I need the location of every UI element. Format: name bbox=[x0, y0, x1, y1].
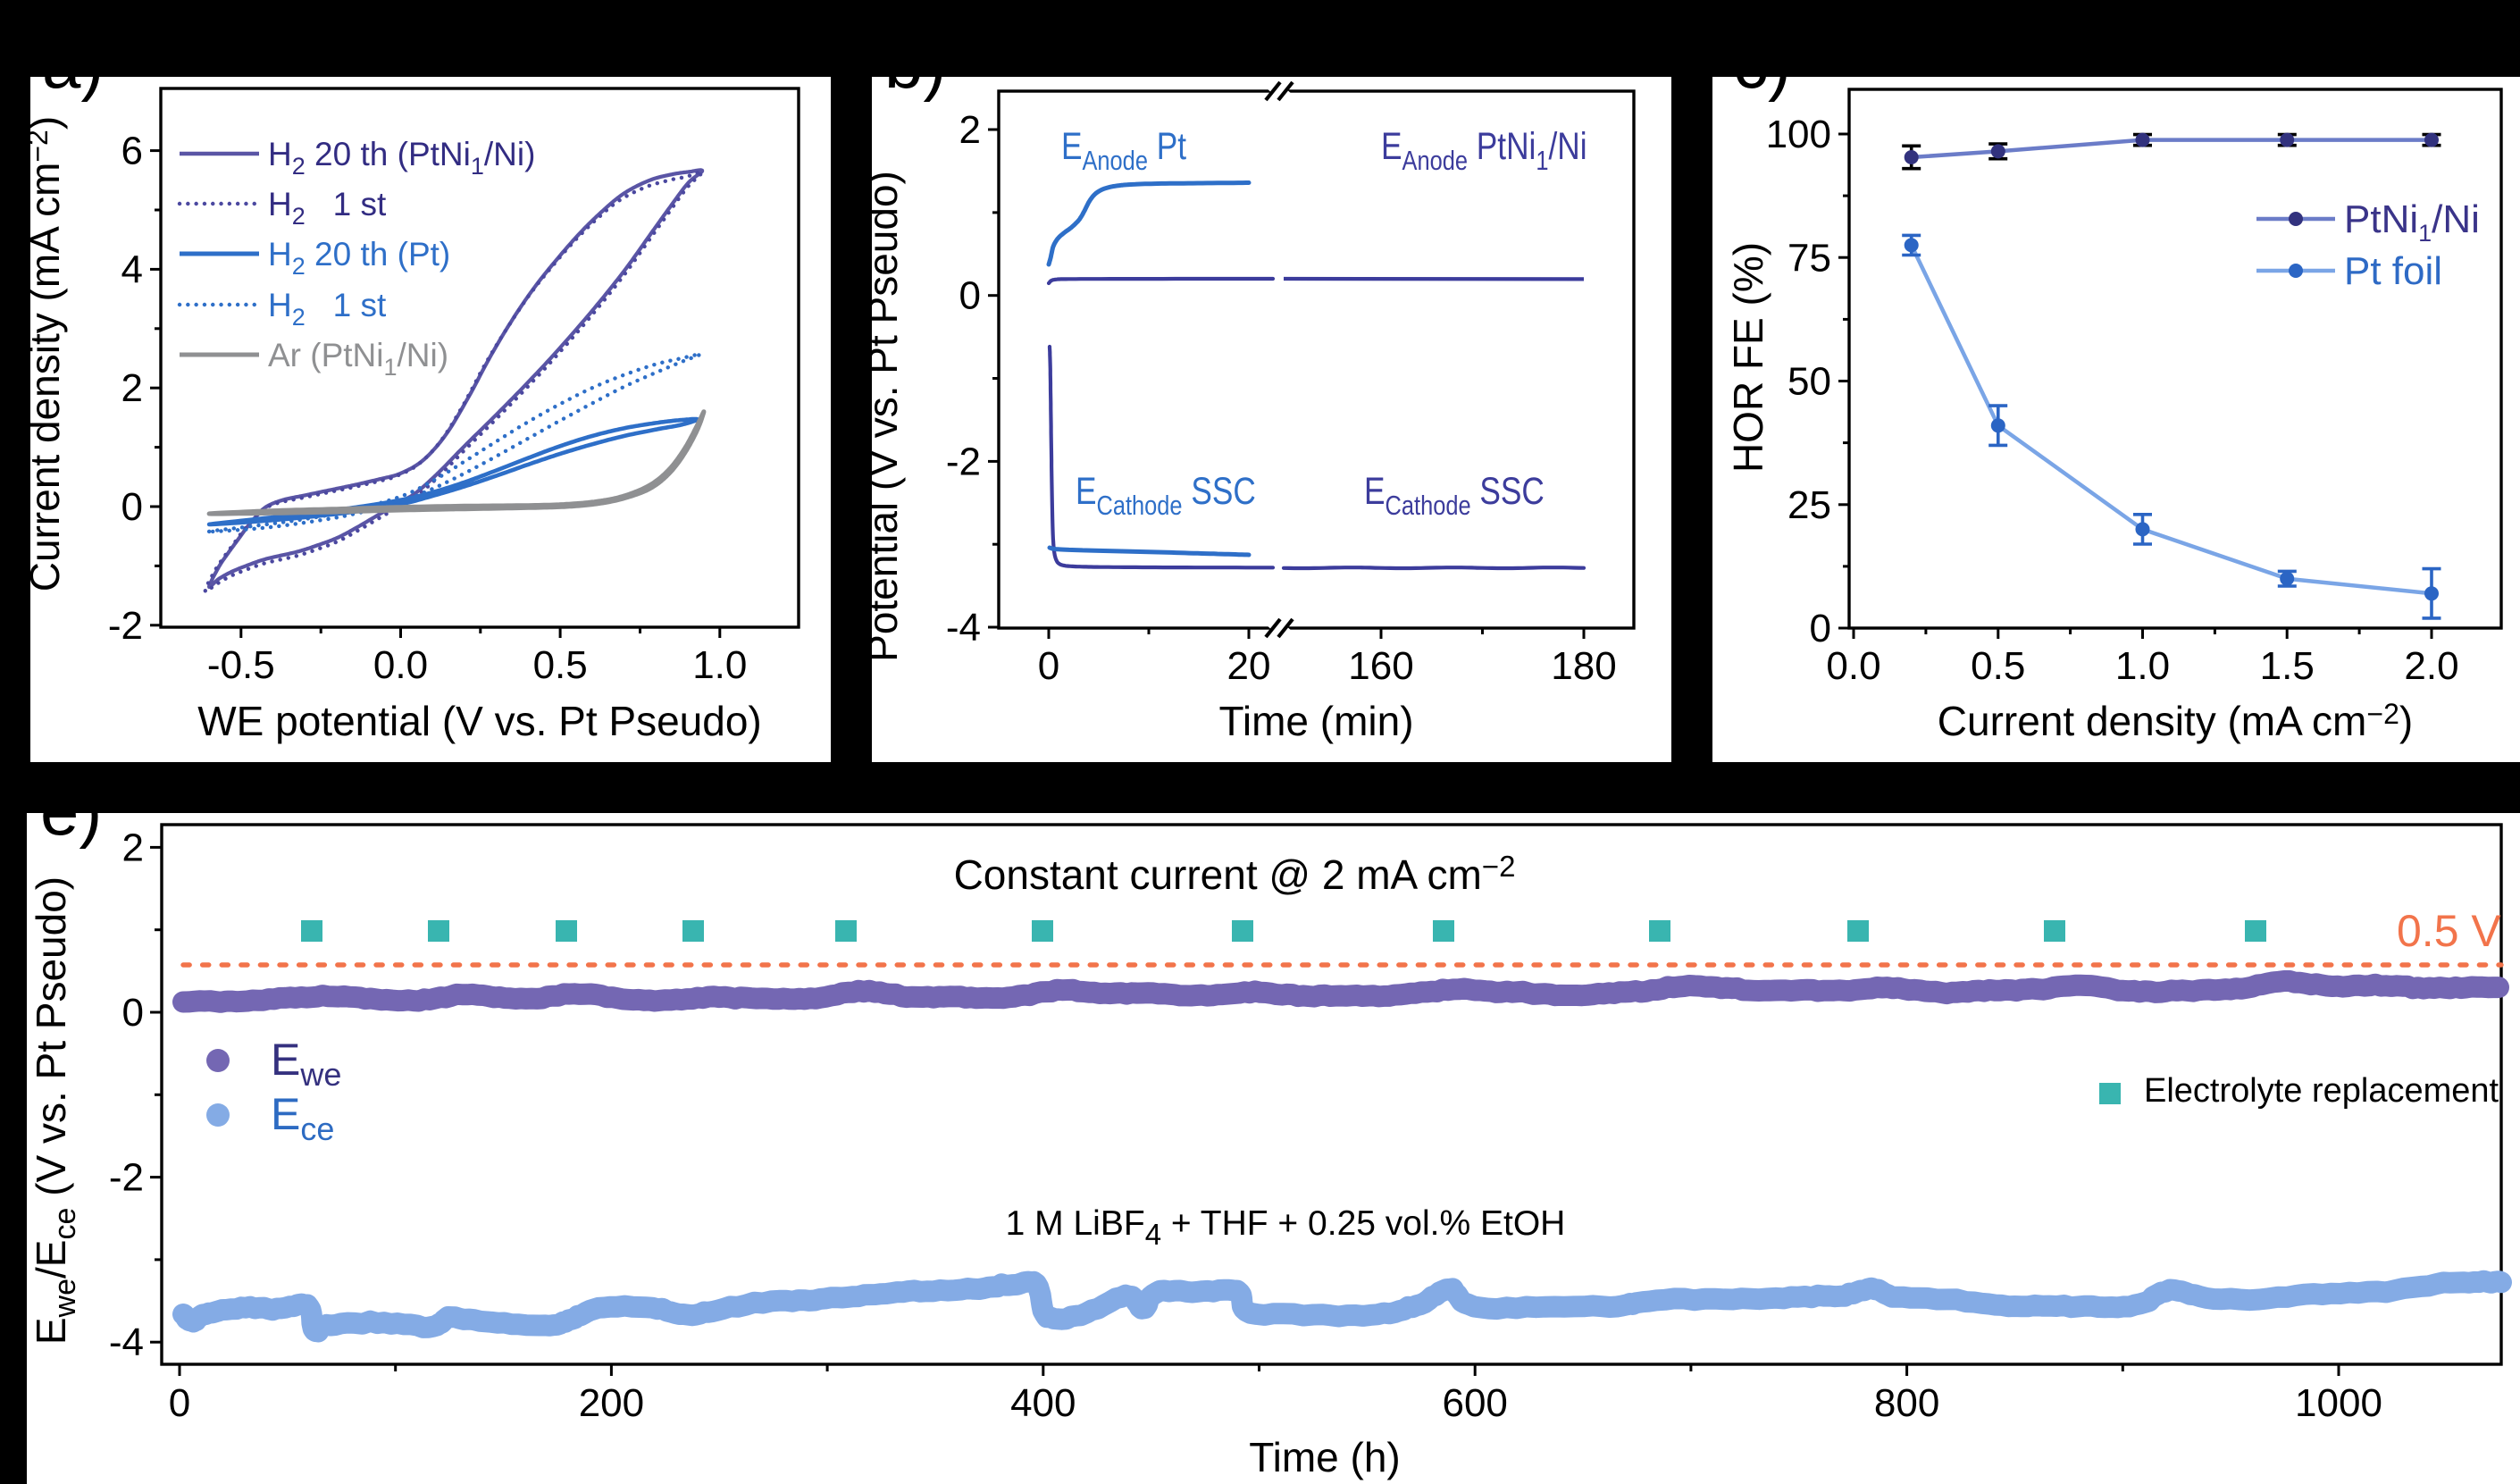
svg-text:1.0: 1.0 bbox=[2115, 644, 2170, 688]
svg-text:180: 180 bbox=[1551, 644, 1616, 688]
svg-text:2: 2 bbox=[122, 826, 144, 869]
svg-text:1.5: 1.5 bbox=[2260, 644, 2315, 688]
svg-text:Ar (PtNi1/Ni): Ar (PtNi1/Ni) bbox=[268, 337, 448, 381]
svg-text:H2 1 st: H2 1 st bbox=[268, 186, 387, 230]
svg-text:PtNi1/Ni: PtNi1/Ni bbox=[2344, 197, 2480, 247]
svg-text:100: 100 bbox=[1766, 113, 1831, 156]
svg-text:Time (min): Time (min) bbox=[1218, 698, 1413, 744]
svg-text:160: 160 bbox=[1348, 644, 1413, 688]
svg-text:1.0: 1.0 bbox=[692, 643, 747, 687]
svg-text:c): c) bbox=[1733, 77, 1791, 103]
svg-text:1 M LiBF4 + THF + 0.25 vol.% E: 1 M LiBF4 + THF + 0.25 vol.% EtOH bbox=[1006, 1204, 1566, 1251]
svg-text:0: 0 bbox=[959, 274, 981, 318]
svg-text:75: 75 bbox=[1787, 236, 1831, 280]
svg-text:Pt foil: Pt foil bbox=[2344, 249, 2442, 293]
svg-text:-2: -2 bbox=[109, 1156, 144, 1200]
svg-text:Ece: Ece bbox=[271, 1089, 334, 1147]
svg-text:25: 25 bbox=[1787, 483, 1831, 527]
svg-text:20: 20 bbox=[1227, 644, 1271, 688]
svg-text:2: 2 bbox=[121, 366, 143, 410]
svg-text:800: 800 bbox=[1874, 1381, 1939, 1425]
svg-text:WE potential (V vs. Pt Pseudo): WE potential (V vs. Pt Pseudo) bbox=[197, 698, 762, 744]
svg-text:0: 0 bbox=[121, 485, 143, 529]
svg-text:-4: -4 bbox=[109, 1321, 144, 1364]
svg-text:2: 2 bbox=[959, 108, 981, 152]
svg-text:Potential (V vs. Pt Pseudo): Potential (V vs. Pt Pseudo) bbox=[872, 171, 906, 662]
svg-text:EAnode PtNi1/Ni: EAnode PtNi1/Ni bbox=[1381, 125, 1587, 177]
svg-text:HOR FE (%): HOR FE (%) bbox=[1725, 242, 1771, 473]
svg-text:ECathode SSC: ECathode SSC bbox=[1076, 470, 1256, 522]
svg-text:-0.5: -0.5 bbox=[207, 643, 275, 687]
svg-text:-4: -4 bbox=[946, 606, 981, 650]
svg-text:a): a) bbox=[42, 77, 104, 103]
svg-text:2.0: 2.0 bbox=[2404, 644, 2458, 688]
svg-text:600: 600 bbox=[1442, 1381, 1507, 1425]
svg-text:Electrolyte replacement: Electrolyte replacement bbox=[2144, 1072, 2499, 1110]
svg-text:Time (h): Time (h) bbox=[1249, 1434, 1401, 1480]
svg-text:Constant current @ 2 mA cm−2​: Constant current @ 2 mA cm−2​ bbox=[954, 850, 1516, 898]
svg-text:0: 0 bbox=[169, 1381, 190, 1425]
svg-text:0.5 V: 0.5 V bbox=[2397, 906, 2501, 956]
svg-text:400: 400 bbox=[1010, 1381, 1076, 1425]
svg-text:0: 0 bbox=[1038, 644, 1059, 688]
svg-text:0.5: 0.5 bbox=[533, 643, 588, 687]
svg-text:0.0: 0.0 bbox=[1826, 644, 1880, 688]
svg-text:-2: -2 bbox=[108, 604, 143, 648]
svg-text:Ewe/Ece (V vs. Pt Pseudo): Ewe/Ece (V vs. Pt Pseudo) bbox=[28, 876, 82, 1345]
svg-text:6: 6 bbox=[121, 130, 143, 173]
svg-text:50: 50 bbox=[1787, 360, 1831, 404]
svg-text:200: 200 bbox=[579, 1381, 644, 1425]
svg-text:4: 4 bbox=[121, 247, 143, 291]
svg-text:H2 20 th (PtNi1/Ni): H2 20 th (PtNi1/Ni) bbox=[268, 136, 535, 180]
svg-text:0.0: 0.0 bbox=[373, 643, 428, 687]
svg-text:Current density (mA cm−2​): Current density (mA cm−2​) bbox=[1938, 698, 2413, 744]
svg-text:e): e) bbox=[40, 813, 102, 850]
svg-text:b): b) bbox=[884, 77, 946, 103]
svg-text:EAnode Pt: EAnode Pt bbox=[1061, 125, 1186, 177]
svg-text:ECathode SSC: ECathode SSC bbox=[1364, 470, 1545, 522]
svg-text:H2 20 th (Pt): H2 20 th (Pt) bbox=[268, 236, 450, 280]
svg-text:Current density (mA cm−2​): Current density (mA cm−2​) bbox=[30, 116, 68, 591]
svg-text:H2 1 st: H2 1 st bbox=[268, 287, 387, 331]
svg-text:Ewe: Ewe bbox=[271, 1035, 341, 1093]
svg-text:-2: -2 bbox=[946, 440, 981, 483]
svg-text:0.5: 0.5 bbox=[1971, 644, 2025, 688]
svg-text:0: 0 bbox=[1810, 607, 1831, 650]
svg-text:1000: 1000 bbox=[2295, 1381, 2382, 1425]
svg-text:0: 0 bbox=[122, 991, 144, 1035]
